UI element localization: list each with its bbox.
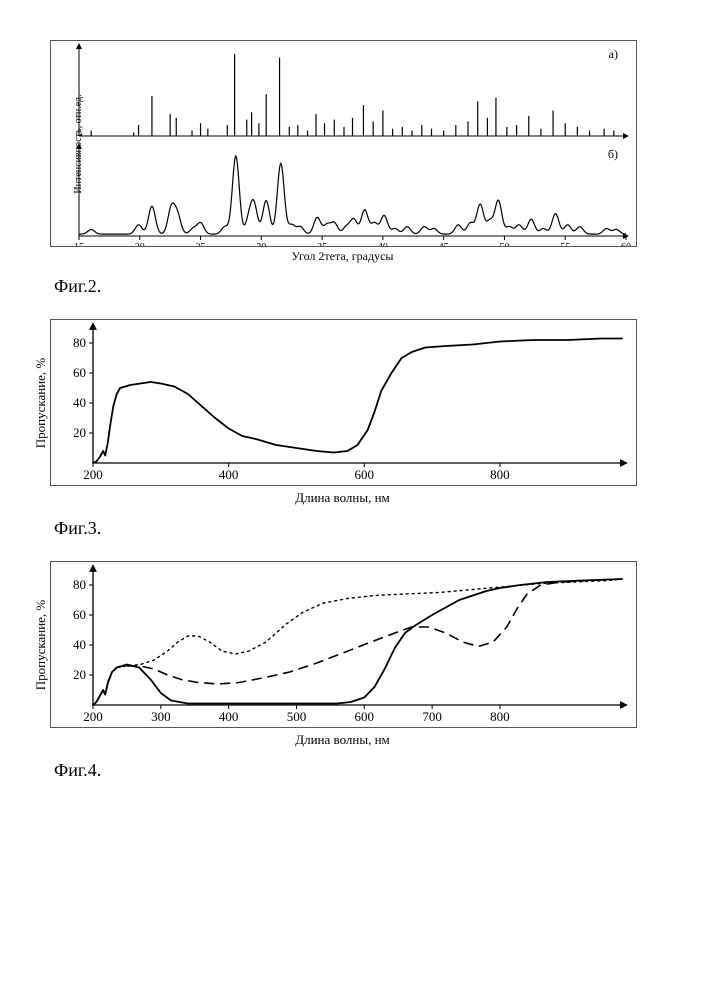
svg-text:40: 40 [378,242,388,246]
fig2-panel-b-label: б) [608,147,618,162]
fig3-caption: Фиг.3. [54,518,657,539]
figure-3: Пропускание, % 20406080200400600800 Длин… [50,319,657,539]
svg-text:80: 80 [73,577,86,592]
svg-text:80: 80 [73,335,86,350]
svg-text:15: 15 [74,242,84,246]
fig3-y-axis-label: Пропускание, % [33,357,49,448]
svg-text:60: 60 [73,607,86,622]
fig4-plot-frame: Пропускание, % 2040608020030040050060070… [50,561,637,728]
svg-text:45: 45 [439,242,449,246]
fig2-plot-frame: Интенсивность, отн.ед. а) б) 15 20 25 30 35 4… [50,40,637,247]
fig2-y-axis-label: Интенсивность, отн.ед. [73,94,84,193]
fig3-plot-frame: Пропускание, % 20406080200400600800 [50,319,637,486]
figure-2: Интенсивность, отн.ед. а) б) 15 20 25 30 35 4… [50,40,657,297]
svg-text:30: 30 [256,242,266,246]
svg-text:600: 600 [355,709,375,724]
fig4-caption: Фиг.4. [54,760,657,781]
svg-text:60: 60 [73,365,86,380]
fig2-x-axis-label: Угол 2тета, градусы [50,249,635,264]
fig4-y-axis-label: Пропускание, % [33,599,49,690]
svg-text:800: 800 [490,467,510,482]
svg-text:800: 800 [490,709,510,724]
svg-text:200: 200 [83,467,103,482]
fig2-caption: Фиг.2. [54,276,657,297]
svg-text:600: 600 [355,467,375,482]
svg-text:50: 50 [499,242,509,246]
svg-text:400: 400 [219,467,239,482]
fig2-svg: 15 20 25 30 35 40 45 50 55 60 [51,41,636,246]
svg-text:40: 40 [73,395,86,410]
figure-4: Пропускание, % 2040608020030040050060070… [50,561,657,781]
svg-text:55: 55 [560,242,570,246]
svg-text:500: 500 [287,709,307,724]
fig3-svg: 20 40 60 80 200 400 600 800 [51,320,636,485]
fig3-x-axis-label: Длина волны, нм [50,490,635,506]
svg-text:40: 40 [73,637,86,652]
svg-text:25: 25 [196,242,206,246]
svg-text:60: 60 [621,242,631,246]
svg-text:20: 20 [135,242,145,246]
svg-text:35: 35 [317,242,327,246]
svg-text:400: 400 [219,709,239,724]
svg-text:700: 700 [422,709,442,724]
svg-text:20: 20 [73,667,86,682]
fig4-x-axis-label: Длина волны, нм [50,732,635,748]
svg-text:200: 200 [83,709,103,724]
svg-text:20: 20 [73,425,86,440]
fig2-panel-a-label: а) [609,47,618,62]
fig4-svg: 20 40 60 80 200 300 400 500 600 700 800 [51,562,636,727]
svg-text:300: 300 [151,709,171,724]
